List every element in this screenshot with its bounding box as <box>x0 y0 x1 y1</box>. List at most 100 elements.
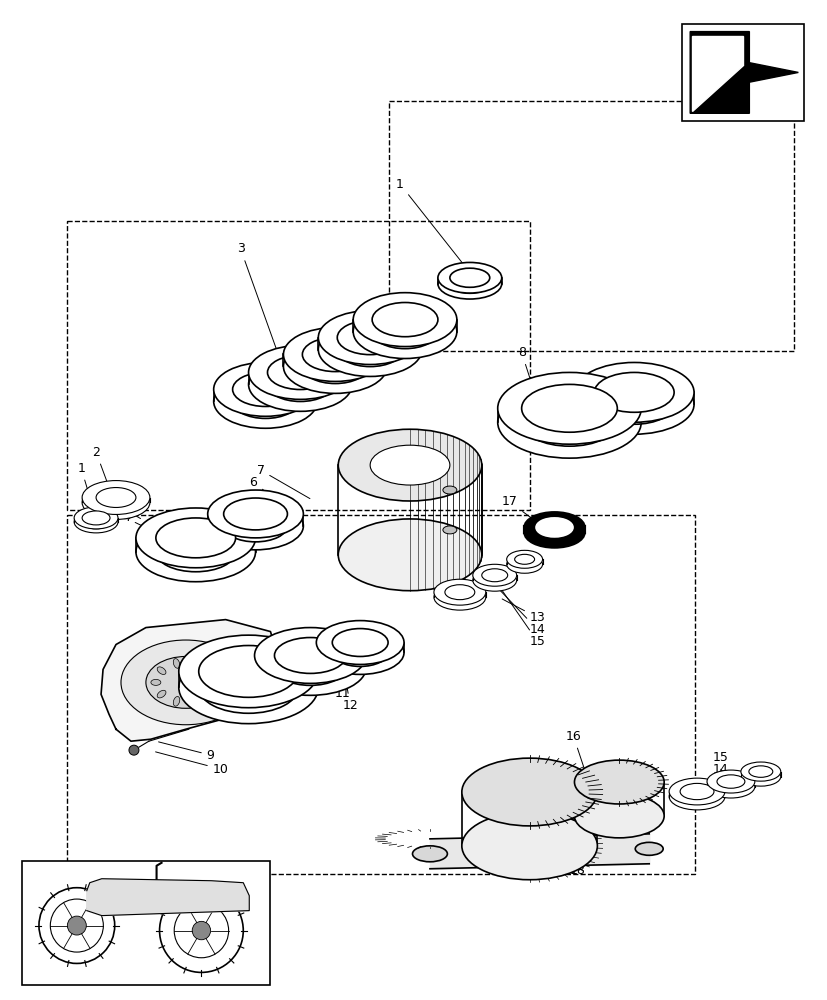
Ellipse shape <box>318 323 422 376</box>
Ellipse shape <box>481 569 507 582</box>
Bar <box>22 861 270 985</box>
Ellipse shape <box>437 262 501 293</box>
Ellipse shape <box>283 340 387 393</box>
Ellipse shape <box>521 398 617 446</box>
Circle shape <box>129 745 139 755</box>
Ellipse shape <box>254 628 366 683</box>
Ellipse shape <box>337 320 403 355</box>
Ellipse shape <box>433 584 485 610</box>
Ellipse shape <box>173 659 179 668</box>
Ellipse shape <box>316 631 404 674</box>
Ellipse shape <box>205 667 214 674</box>
Text: 7: 7 <box>256 464 309 499</box>
Ellipse shape <box>353 293 457 347</box>
Ellipse shape <box>151 679 160 685</box>
Ellipse shape <box>179 651 318 724</box>
Ellipse shape <box>353 305 457 359</box>
Ellipse shape <box>668 783 724 810</box>
Text: 9: 9 <box>158 742 214 762</box>
Ellipse shape <box>461 758 596 826</box>
Ellipse shape <box>74 511 118 533</box>
Ellipse shape <box>232 372 298 406</box>
Text: 14: 14 <box>712 763 729 783</box>
Text: 8: 8 <box>517 346 538 406</box>
Ellipse shape <box>740 762 780 781</box>
Ellipse shape <box>442 486 457 494</box>
Ellipse shape <box>679 783 713 800</box>
Ellipse shape <box>574 362 693 422</box>
Ellipse shape <box>136 508 256 568</box>
Ellipse shape <box>433 579 485 605</box>
Ellipse shape <box>248 345 351 399</box>
Text: 15: 15 <box>712 751 728 774</box>
Ellipse shape <box>338 429 481 501</box>
Text: 13: 13 <box>712 775 739 793</box>
Ellipse shape <box>82 486 150 519</box>
Text: 2: 2 <box>92 446 112 495</box>
Ellipse shape <box>449 274 489 293</box>
Ellipse shape <box>283 328 387 381</box>
Ellipse shape <box>192 697 198 706</box>
Ellipse shape <box>316 621 404 664</box>
Text: 4: 4 <box>122 511 168 539</box>
Text: 17: 17 <box>501 495 545 528</box>
Bar <box>681 24 803 121</box>
Ellipse shape <box>506 555 542 573</box>
Text: 15: 15 <box>489 572 545 648</box>
Text: 3: 3 <box>237 242 289 386</box>
Ellipse shape <box>213 374 317 428</box>
Ellipse shape <box>82 515 110 529</box>
Ellipse shape <box>302 349 368 384</box>
Ellipse shape <box>536 518 571 536</box>
Ellipse shape <box>370 445 449 485</box>
Ellipse shape <box>574 794 663 838</box>
Ellipse shape <box>472 569 516 591</box>
Ellipse shape <box>748 766 772 777</box>
Ellipse shape <box>179 635 318 708</box>
Ellipse shape <box>302 337 368 372</box>
Ellipse shape <box>668 778 724 805</box>
Ellipse shape <box>67 916 86 935</box>
Ellipse shape <box>96 488 136 507</box>
Polygon shape <box>690 32 797 113</box>
Ellipse shape <box>155 532 236 572</box>
Ellipse shape <box>706 775 754 798</box>
Text: 18: 18 <box>556 843 585 877</box>
Ellipse shape <box>274 638 346 673</box>
Ellipse shape <box>524 517 584 547</box>
Ellipse shape <box>594 384 673 424</box>
Text: 14: 14 <box>495 586 545 636</box>
Ellipse shape <box>198 661 298 713</box>
Ellipse shape <box>461 812 596 880</box>
Text: 1: 1 <box>395 178 461 263</box>
Text: 12: 12 <box>342 685 357 712</box>
Text: 16: 16 <box>565 730 588 781</box>
Ellipse shape <box>506 550 542 568</box>
Ellipse shape <box>208 502 303 550</box>
Ellipse shape <box>472 564 516 586</box>
Text: 11: 11 <box>333 670 350 700</box>
Ellipse shape <box>274 649 346 685</box>
Ellipse shape <box>82 511 110 525</box>
Ellipse shape <box>337 332 403 367</box>
Ellipse shape <box>205 690 214 698</box>
Ellipse shape <box>574 374 693 434</box>
Text: 5: 5 <box>115 499 141 519</box>
Ellipse shape <box>213 362 317 416</box>
Ellipse shape <box>524 512 584 542</box>
Ellipse shape <box>121 640 251 725</box>
Ellipse shape <box>157 667 165 674</box>
Ellipse shape <box>254 640 366 695</box>
Ellipse shape <box>412 846 447 862</box>
Ellipse shape <box>318 311 422 364</box>
Ellipse shape <box>521 384 617 432</box>
Ellipse shape <box>634 842 662 855</box>
Ellipse shape <box>146 656 226 708</box>
Ellipse shape <box>155 518 236 558</box>
Ellipse shape <box>198 646 298 697</box>
Ellipse shape <box>740 767 780 786</box>
Ellipse shape <box>497 372 640 444</box>
Polygon shape <box>691 36 743 111</box>
Ellipse shape <box>371 314 437 349</box>
Ellipse shape <box>716 775 744 788</box>
